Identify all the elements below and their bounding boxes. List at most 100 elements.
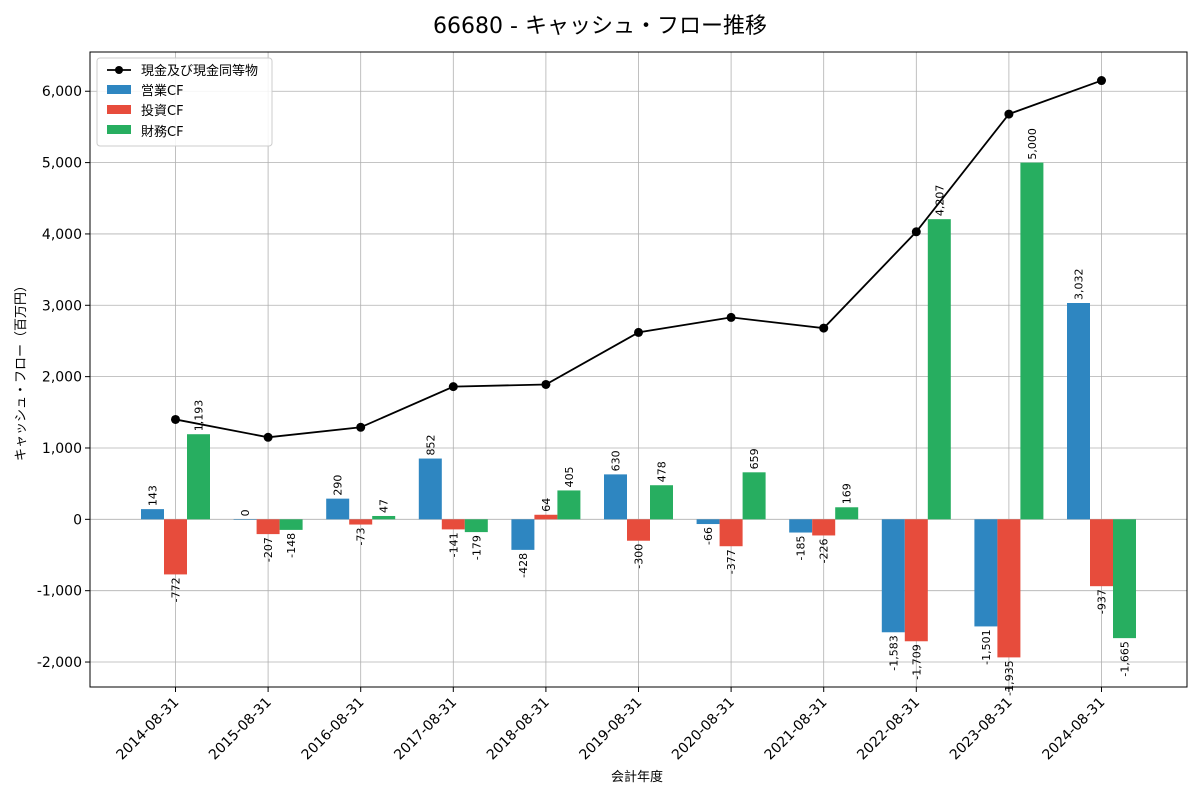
x-tick-label: 2016-08-31 <box>299 695 368 764</box>
financing-cf-label: -1,665 <box>1119 641 1132 676</box>
operating-cf-bar <box>881 519 905 633</box>
investing-cf-bar <box>997 519 1021 658</box>
operating-cf-label: 3,032 <box>1073 269 1086 301</box>
x-axis-label: 会計年度 <box>611 769 663 785</box>
grid-layer <box>90 52 1187 687</box>
financing-cf-label: 169 <box>841 483 854 504</box>
financing-cf-label: 478 <box>656 461 669 482</box>
y-tick-label: -2,000 <box>37 655 82 671</box>
financing-cf-label: 1,193 <box>193 400 206 432</box>
legend-label-cash: 現金及び現金同等物 <box>141 63 258 79</box>
operating-cf-label: 852 <box>424 435 437 456</box>
legend-label-investing: 投資CF <box>141 103 184 119</box>
cash-equivalents-point <box>356 422 366 432</box>
investing-cf-bar <box>1090 519 1113 587</box>
investing-cf-bar <box>719 519 743 547</box>
investing-cf-label: -1,709 <box>910 644 923 679</box>
operating-cf-label: -428 <box>517 553 530 578</box>
legend-swatch-financing <box>107 125 131 134</box>
financing-cf-bar <box>1020 162 1044 520</box>
legend-box <box>96 57 273 147</box>
operating-cf-bar <box>789 519 813 533</box>
legend: 現金及び現金同等物 営業CF 投資CF 財務CF <box>96 57 273 147</box>
cash-equivalents-point <box>911 227 921 237</box>
data-labels-layer: 143 0 290 852 -428 630 -66 -185 -1,583 -1,501 3,03… <box>147 128 1132 696</box>
operating-cf-label: 290 <box>332 475 345 496</box>
y-tick-label: 5,000 <box>42 156 82 172</box>
y-tick-label: 1,000 <box>42 441 82 457</box>
legend-label-operating: 営業CF <box>141 83 184 99</box>
legend-swatch-investing <box>107 105 131 114</box>
investing-cf-bar <box>349 519 373 525</box>
operating-cf-label: -66 <box>702 527 715 545</box>
y-tick-label: -1,000 <box>37 584 82 600</box>
operating-cf-bar <box>233 519 257 520</box>
operating-cf-label: -185 <box>795 536 808 561</box>
operating-cf-label: 630 <box>610 450 623 471</box>
operating-cf-bar <box>326 498 350 520</box>
operating-cf-bar <box>604 474 627 520</box>
x-tick-label: 2014-08-31 <box>113 695 182 764</box>
investing-cf-bar <box>256 519 280 535</box>
operating-cf-bar <box>974 519 998 627</box>
investing-cf-label: -73 <box>355 528 368 546</box>
x-tick-label: 2022-08-31 <box>854 695 923 764</box>
x-tick-label: 2018-08-31 <box>484 695 553 764</box>
financing-cf-bar <box>835 507 859 520</box>
x-tick-label: 2020-08-31 <box>669 695 738 764</box>
investing-cf-label: -207 <box>262 537 275 562</box>
cash-equivalents-point <box>541 379 551 389</box>
x-tick-label: 2019-08-31 <box>576 695 645 764</box>
operating-cf-label: 0 <box>239 509 252 516</box>
financing-cf-bar <box>372 515 396 520</box>
operating-cf-label: 143 <box>147 485 160 506</box>
legend-swatch-operating <box>107 85 131 94</box>
investing-cf-bar <box>441 519 465 530</box>
financing-cf-label: 659 <box>748 448 761 469</box>
investing-cf-bar <box>534 514 558 520</box>
cash-equivalents-point <box>171 414 180 424</box>
operating-cf-bar <box>511 519 535 550</box>
financing-cf-label: -148 <box>285 533 298 558</box>
line-layer <box>171 76 1106 442</box>
financing-cf-bar <box>927 219 951 520</box>
investing-cf-bar <box>164 519 187 575</box>
x-tick-label: 2015-08-31 <box>206 695 275 764</box>
investing-cf-label: 64 <box>540 498 553 512</box>
investing-cf-label: -377 <box>725 549 738 574</box>
operating-cf-bar <box>418 458 442 520</box>
x-tick-label: 2024-08-31 <box>1039 695 1108 764</box>
financing-cf-label: 5,000 <box>1026 128 1039 160</box>
bars-layer <box>141 162 1136 658</box>
operating-cf-label: -1,583 <box>887 635 900 670</box>
y-tick-label: 0 <box>73 512 82 528</box>
cash-equivalents-point <box>634 327 643 337</box>
cash-equivalents-point <box>263 432 273 442</box>
y-tick-label: 4,000 <box>42 227 82 243</box>
cash-equivalents-point <box>1004 109 1014 119</box>
cash-equivalents-point <box>1097 76 1106 86</box>
financing-cf-label: -179 <box>470 535 483 560</box>
operating-cf-label: -1,501 <box>980 629 993 664</box>
x-tick-label: 2021-08-31 <box>762 695 831 764</box>
investing-cf-label: -772 <box>170 577 183 602</box>
financing-cf-bar <box>279 519 303 530</box>
y-tick-label: 6,000 <box>42 84 82 100</box>
financing-cf-label: 47 <box>378 499 391 513</box>
operating-cf-bar <box>1067 303 1090 520</box>
cash-equivalents-point <box>819 323 829 333</box>
financing-cf-label: 405 <box>563 466 576 487</box>
chart-title: 66680 - キャッシュ・フロー推移 <box>433 14 767 39</box>
investing-cf-bar <box>812 519 836 536</box>
financing-cf-bar <box>187 434 210 520</box>
legend-swatch-cash-marker <box>115 66 123 74</box>
investing-cf-label: -226 <box>818 538 831 563</box>
investing-cf-label: -141 <box>447 532 460 557</box>
y-tick-label: 2,000 <box>42 370 82 386</box>
investing-cf-bar <box>904 519 928 642</box>
investing-cf-label: -300 <box>633 544 646 569</box>
investing-cf-label: -937 <box>1096 589 1109 614</box>
legend-label-financing: 財務CF <box>141 125 184 140</box>
